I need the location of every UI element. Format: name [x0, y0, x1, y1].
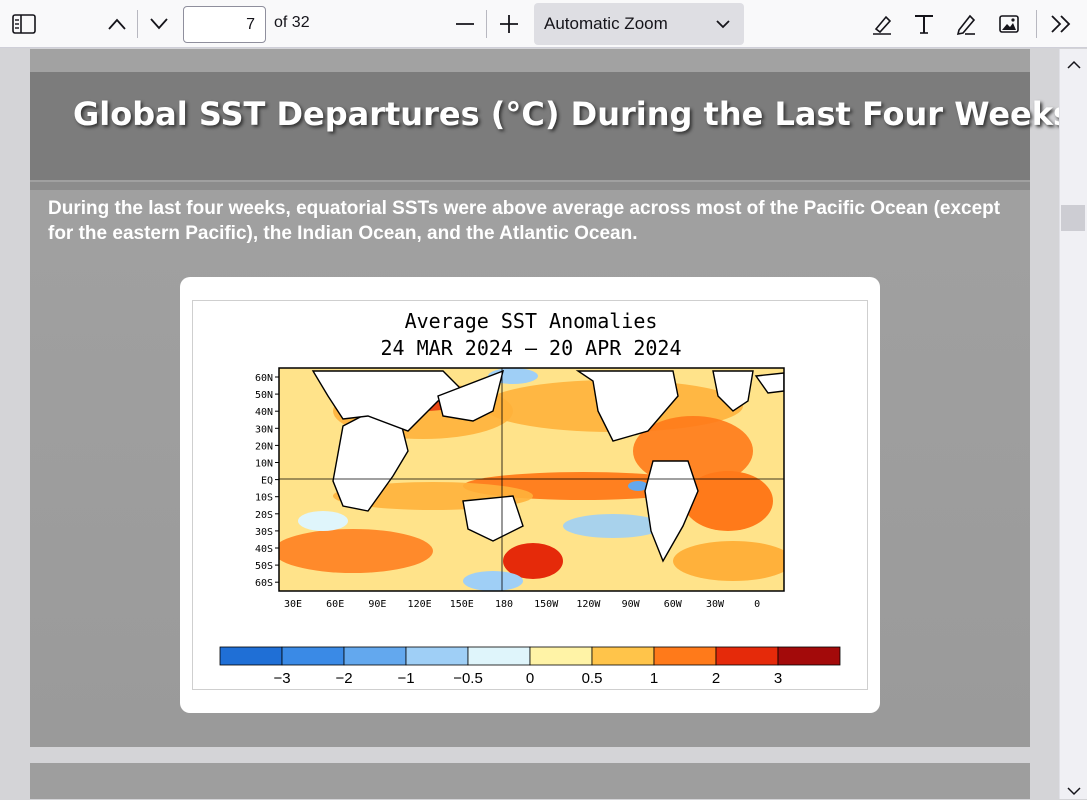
scroll-up-icon[interactable]	[1067, 55, 1081, 74]
zoom-in-icon[interactable]	[496, 12, 522, 36]
colorbar-swatch	[777, 646, 841, 666]
vertical-scrollbar[interactable]	[1059, 49, 1087, 799]
figure-date-range: 24 MAR 2024 – 20 APR 2024	[380, 336, 682, 360]
latitude-label: EQ	[261, 476, 273, 487]
zoom-out-icon[interactable]	[452, 12, 478, 36]
longitude-label: 90E	[368, 599, 386, 610]
next-page-icon[interactable]	[146, 12, 172, 36]
colorbar-swatch	[281, 646, 345, 666]
colorbar-label: −3	[273, 670, 290, 687]
zoom-select-label: Automatic Zoom	[544, 14, 668, 33]
previous-page-icon[interactable]	[104, 12, 130, 36]
title-band	[30, 72, 1030, 180]
next-pdf-page	[30, 763, 1030, 799]
latitude-label: 50S	[255, 561, 273, 572]
slide-body-text: During the last four weeks, equatorial S…	[48, 198, 1001, 244]
colorbar-swatch	[343, 646, 407, 666]
colorbar-label: 1	[650, 670, 658, 687]
latitude-label: 40N	[255, 407, 273, 418]
colorbar-label: 2	[712, 670, 720, 687]
page-count-label: of 32	[274, 14, 310, 31]
latitude-label: 60S	[255, 578, 273, 589]
colorbar-swatch	[715, 646, 779, 666]
longitude-label: 180	[495, 599, 513, 610]
sst-anomaly-figure: Average SST Anomalies 24 MAR 2024 – 20 A…	[192, 300, 868, 690]
colorbar-labels: −3 −2 −1 −0.5 0 0.5 1 2 3	[273, 670, 782, 687]
pdf-page: Global SST Departures (°C) During the La…	[30, 49, 1072, 747]
latitude-label: 20N	[255, 441, 273, 452]
colorbar-label: −0.5	[453, 670, 483, 687]
highlight-icon[interactable]	[868, 10, 896, 38]
latitude-label: 40S	[255, 544, 273, 555]
colorbar-label: 0.5	[582, 670, 603, 687]
longitude-label: 90W	[622, 599, 641, 610]
longitude-label: 60W	[664, 599, 683, 610]
colorbar-label: 3	[774, 670, 782, 687]
longitude-label: 150E	[450, 599, 474, 610]
sidebar-toggle-icon[interactable]	[10, 12, 38, 36]
divider	[30, 182, 1030, 190]
latitude-label: 50N	[255, 390, 273, 401]
toolbar-separator	[1036, 10, 1037, 38]
longitude-label: 120E	[408, 599, 432, 610]
colorbar	[219, 646, 841, 666]
longitude-label: 30W	[706, 599, 725, 610]
latitude-label: 20S	[255, 510, 273, 521]
colorbar-label: −1	[397, 670, 414, 687]
draw-icon[interactable]	[952, 10, 980, 38]
scroll-down-icon[interactable]	[1067, 781, 1081, 800]
latitude-label: 60N	[255, 373, 273, 384]
text-icon[interactable]	[910, 10, 938, 38]
figure-card: Average SST Anomalies 24 MAR 2024 – 20 A…	[180, 277, 880, 713]
image-icon[interactable]	[995, 10, 1023, 38]
colorbar-swatch	[467, 646, 531, 666]
tools-icon[interactable]	[1047, 12, 1075, 36]
longitude-label: 150W	[534, 599, 559, 610]
colorbar-swatch	[219, 646, 283, 666]
colorbar-swatch	[405, 646, 469, 666]
longitude-label: 120W	[576, 599, 601, 610]
chevron-down-icon	[716, 3, 730, 45]
toolbar-separator	[486, 10, 487, 38]
zoom-select[interactable]: Automatic Zoom	[534, 3, 744, 45]
colorbar-swatch	[653, 646, 717, 666]
page-number-input[interactable]: 7	[183, 6, 266, 43]
latitude-label: 10S	[255, 493, 273, 504]
slide-title: Global SST Departures (°C) During the La…	[73, 95, 1073, 133]
colorbar-label: 0	[526, 670, 534, 687]
pdf-toolbar: 7 of 32 Automatic Zoom	[0, 0, 1087, 48]
latitude-labels: 60N 50N 40N 30N 20N 10N EQ 10S 20S 30S 40S 50S 60S	[255, 373, 279, 589]
longitude-label: 0	[754, 599, 760, 610]
colorbar-label: −2	[335, 670, 352, 687]
sst-anomaly-map: 60N 50N 40N 30N 20N 10N EQ 10S 20S 30S 40S 50S 60S 3…	[219, 367, 841, 687]
longitude-label: 30E	[284, 599, 302, 610]
longitude-labels: 30E 60E 90E 120E 150E 180 150W 120W 90W 60W 30W 0	[284, 599, 760, 610]
longitude-label: 60E	[326, 599, 344, 610]
figure-title: Average SST Anomalies	[404, 309, 658, 333]
colorbar-swatch	[529, 646, 593, 666]
latitude-label: 30S	[255, 527, 273, 538]
continents	[311, 369, 784, 563]
colorbar-swatch	[591, 646, 655, 666]
latitude-label: 30N	[255, 424, 273, 435]
latitude-label: 10N	[255, 459, 273, 470]
scrollbar-thumb[interactable]	[1061, 205, 1085, 231]
toolbar-separator	[137, 10, 138, 38]
